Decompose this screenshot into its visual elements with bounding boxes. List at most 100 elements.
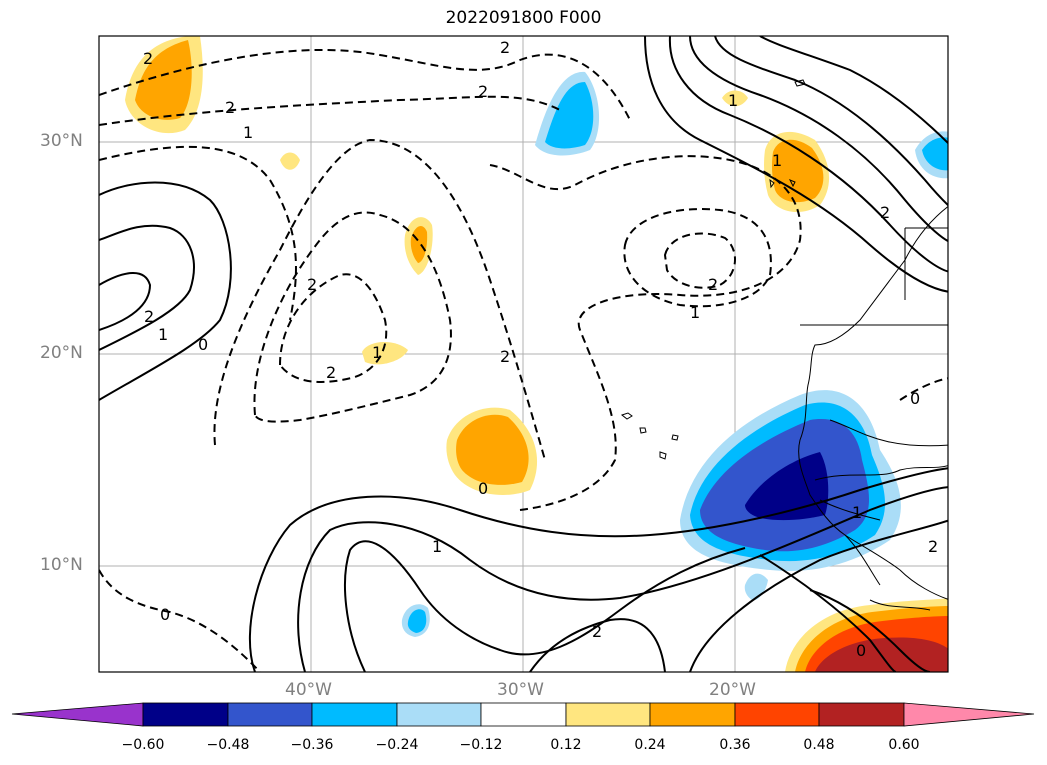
contour-label: 0 <box>856 641 866 660</box>
contour-label: 2 <box>500 38 510 57</box>
contour-label: 1 <box>690 303 700 322</box>
contour-pos-west-3 <box>99 272 152 331</box>
contour-label: 2 <box>928 537 938 556</box>
colorbar-bin <box>734 702 820 727</box>
colorbar-tick-label: 0.24 <box>634 737 666 753</box>
cape-verde-3 <box>659 451 667 460</box>
contour-label: 1 <box>243 123 253 142</box>
colorbar-tick-label: 0.60 <box>888 737 920 753</box>
contour-label: 2 <box>143 49 153 68</box>
colorbar-tick-label: −0.12 <box>459 737 503 753</box>
gridlines <box>99 36 948 672</box>
colorbar-tick-label: 0.12 <box>550 737 582 753</box>
contour-label: 1 <box>432 537 442 556</box>
cape-verde-2 <box>639 427 647 434</box>
contour-neg-big <box>213 138 546 461</box>
colorbar-tick-label: −0.60 <box>121 737 165 753</box>
contour-label: 1 <box>728 91 738 110</box>
colorbar-bin <box>649 702 736 727</box>
lon-label-40w: 40°W <box>285 680 332 700</box>
fill-navy <box>745 452 829 521</box>
contour-neg-3 <box>99 145 297 321</box>
colorbar-extend-high <box>903 702 1035 727</box>
map-frame <box>98 35 949 673</box>
lon-label-30w: 30°W <box>497 680 544 700</box>
contour-pos-south-5 <box>689 519 948 672</box>
contour-pos-se-1 <box>809 589 931 672</box>
colorbar-tick-label: −0.36 <box>290 737 334 753</box>
contour-neg-se <box>899 377 948 401</box>
contour-pos-south-4 <box>529 618 666 672</box>
canary-2 <box>788 179 796 188</box>
border-8 <box>869 599 931 611</box>
fill-blue-edge <box>922 137 948 171</box>
contour-label: 1 <box>852 503 862 522</box>
contour-neg-east-2 <box>623 208 772 308</box>
border-4 <box>829 419 948 447</box>
positive-contours <box>99 36 948 672</box>
contour-pos-west-2 <box>99 224 195 351</box>
contour-pos-south-1 <box>248 467 948 672</box>
fill-blue-small-3 <box>744 573 768 601</box>
lat-label-20n: 20°N <box>40 343 83 363</box>
fill-orange-small-1-in <box>410 226 428 263</box>
colorbar-bin <box>227 702 313 727</box>
contour-label: 0 <box>160 605 170 624</box>
fill-orange-mid <box>456 414 529 485</box>
cape-verde-1 <box>620 412 633 420</box>
contour-label: 1 <box>772 151 782 170</box>
contour-pos-se-2 <box>759 554 897 672</box>
contour-label: 2 <box>326 363 336 382</box>
negative-contours <box>99 48 948 672</box>
contour-label: 2 <box>478 82 488 101</box>
border-7 <box>844 534 881 586</box>
contour-label: 0 <box>478 479 488 498</box>
contour-pos-ne-4 <box>714 36 948 207</box>
fill-orange-nw <box>135 40 192 120</box>
canary-1 <box>769 178 775 189</box>
contour-label: 0 <box>910 389 920 408</box>
contour-pos-south-2 <box>297 486 948 672</box>
colorbar-bin <box>142 702 229 727</box>
lon-label-20w: 20°W <box>709 680 756 700</box>
contour-label: 2 <box>307 275 317 294</box>
plot-title: 2022091800 F000 <box>445 8 602 28</box>
fill-yellow-small-1 <box>362 341 408 365</box>
madeira <box>794 79 806 87</box>
contour-label: 2 <box>880 203 890 222</box>
contour-neg-inner-2 <box>278 273 388 383</box>
contour-neg-east-1 <box>489 155 802 511</box>
contour-neg-2 <box>99 95 561 126</box>
map-content: 2 2 2 2 2 1 2 1 2 1 0 2 2 1 1 0 1 2 1 2 … <box>99 36 948 672</box>
colorbar-tick-label: −0.24 <box>375 737 419 753</box>
colorbar-bin <box>396 702 482 727</box>
contour-neg-1 <box>99 48 631 121</box>
colorbar-tick-label: 0.48 <box>803 737 835 753</box>
colorbar-bin <box>565 702 651 727</box>
fill-yellow-small-3 <box>722 90 748 107</box>
contour-label: 2 <box>708 275 718 294</box>
border-5 <box>814 464 948 481</box>
contour-pos-ne-3 <box>689 36 948 243</box>
contour-label: 1 <box>372 343 382 362</box>
border-6 <box>819 499 881 521</box>
contour-label: 2 <box>592 622 602 641</box>
contour-pos-south-3 <box>344 540 746 672</box>
fill-blue-small-1 <box>545 82 594 149</box>
fill-blue-small-2-in <box>407 609 427 633</box>
colorbar-bin <box>818 702 905 727</box>
lat-label-30n: 30°N <box>40 131 83 151</box>
lat-label-10n: 10°N <box>40 555 83 575</box>
contour-labels: 2 2 2 2 2 1 2 1 2 1 0 2 2 1 1 0 1 2 1 2 … <box>143 38 938 660</box>
contour-neg-east-3 <box>663 232 737 289</box>
contour-pos-ne-5 <box>759 36 948 145</box>
contour-neg-sw <box>99 569 261 672</box>
colorbar-tick-label: 0.36 <box>719 737 751 753</box>
colorbar-extend-low <box>11 702 144 727</box>
coastlines <box>620 79 948 611</box>
cape-verde-4 <box>671 434 679 441</box>
contour-neg-inner-1 <box>253 211 452 423</box>
fill-yellow-small-2 <box>280 152 300 170</box>
contour-label: 1 <box>158 325 168 344</box>
